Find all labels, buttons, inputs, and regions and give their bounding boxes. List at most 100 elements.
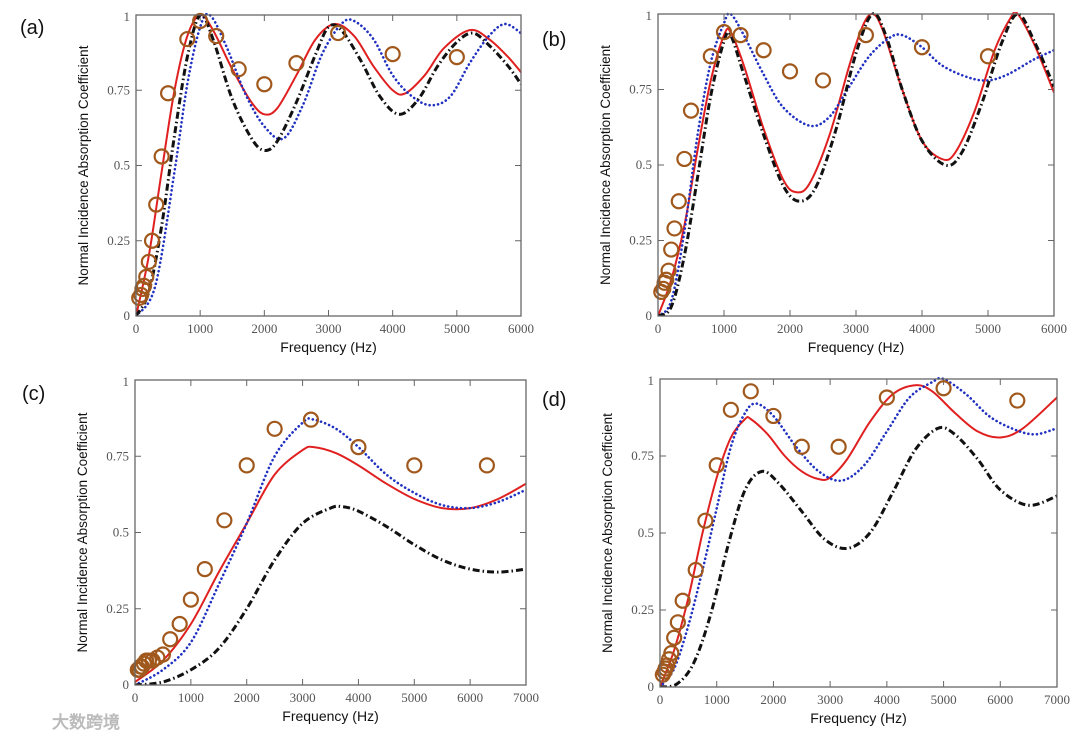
y-tick-label: 0	[646, 308, 653, 323]
panel-label: (b)	[542, 29, 566, 51]
y-axis-label: Normal Incidence Absorption Coefficient	[600, 413, 615, 653]
x-tick-label: 1000	[704, 692, 730, 707]
y-tick-label: 0.5	[114, 158, 130, 173]
panel-label: (c)	[22, 383, 45, 405]
plot-area	[658, 12, 1054, 316]
series-line-red-solid	[660, 384, 1057, 687]
measured-data-point	[674, 592, 691, 609]
measured-data-point	[669, 614, 686, 631]
measured-data-point	[256, 76, 273, 93]
measured-data-point	[979, 48, 997, 65]
measured-data-point	[448, 49, 465, 66]
series-line-black-dashdot	[135, 504, 526, 685]
x-axis-label: Frequency (Hz)	[810, 710, 906, 726]
panel-label: (a)	[20, 17, 44, 39]
measured-data-point	[406, 457, 423, 474]
measured-data-point	[682, 102, 700, 119]
measured-data-point	[722, 401, 739, 418]
y-tick-label: 0.25	[631, 602, 654, 617]
y-tick-label: 0.75	[106, 448, 129, 463]
y-axis-label: Normal Incidence Absorption Coefficient	[598, 45, 613, 285]
chart-panel-a: (a) 0 1000 2000 3000 4000 5000 6000 0 0.25 0.5 0.75…	[20, 9, 534, 355]
x-tick-label: 2000	[234, 690, 260, 705]
measured-data-point	[697, 512, 714, 529]
x-tick-label: 0	[133, 321, 140, 336]
measured-data-point	[266, 420, 283, 437]
measured-data-point	[878, 389, 895, 406]
series-line-blue-dotted	[136, 13, 521, 316]
measured-data-point	[708, 457, 725, 474]
y-tick-label: 1	[123, 374, 130, 389]
measured-data-point	[171, 615, 188, 633]
y-tick-label: 0.75	[631, 448, 654, 463]
x-tick-label: 6000	[987, 692, 1013, 707]
measured-data-point	[732, 27, 749, 44]
measured-data-point	[478, 457, 495, 474]
series-line-red-solid	[135, 445, 526, 683]
y-tick-label: 0.5	[638, 525, 654, 540]
x-tick-label: 5000	[444, 321, 470, 336]
x-tick-label: 5000	[401, 690, 427, 705]
x-tick-label: 0	[132, 690, 139, 705]
y-tick-label: 0	[124, 308, 131, 323]
y-tick-label: 0.25	[629, 233, 652, 248]
measured-data-point	[742, 383, 759, 400]
measured-data-point	[238, 457, 255, 474]
measured-data-point	[154, 646, 172, 663]
series-line-blue-dotted	[660, 377, 1057, 687]
measured-data-point	[663, 241, 680, 258]
measured-data-point	[208, 27, 225, 45]
chart-panel-c: (c) 0 1000 2000 3000 4000 5000 6000 7000 0 0.25 0.5…	[22, 374, 539, 724]
series-line-blue-dotted	[135, 417, 526, 685]
series-line-black-dashdot	[658, 12, 1054, 316]
x-tick-label: 0	[657, 692, 664, 707]
measured-data-point	[135, 277, 153, 294]
measured-data-point	[715, 24, 733, 41]
x-tick-label: 4000	[345, 690, 371, 705]
y-tick-label: 0.5	[636, 157, 652, 172]
measured-data-point	[666, 629, 683, 646]
measured-data-point	[935, 380, 952, 397]
measured-data-point	[350, 439, 367, 456]
x-tick-label: 3000	[817, 692, 843, 707]
plot-area	[136, 13, 521, 316]
x-tick-label: 6000	[508, 321, 534, 336]
measured-data-point	[288, 55, 305, 72]
x-tick-label: 4000	[380, 321, 406, 336]
x-tick-label: 1000	[187, 321, 213, 336]
series-line-blue-dotted	[658, 12, 1054, 316]
measured-data-point	[302, 411, 320, 428]
chart-panel-d: (d) 0 1000 2000 3000 4000 5000 6000 7000 0 0.25 0.5…	[542, 373, 1070, 726]
x-tick-label: 7000	[513, 690, 539, 705]
measured-data-point	[663, 645, 680, 662]
measured-data-point	[658, 271, 675, 288]
measured-data-point	[159, 85, 177, 102]
x-tick-label: 6000	[1041, 321, 1067, 336]
measured-data-point	[140, 253, 157, 270]
plot-frame	[659, 378, 1058, 688]
chart-panel-b: (b) 0 1000 2000 3000 4000 5000 6000 0 0.25 0.5 0.75…	[542, 8, 1067, 355]
y-tick-label: 0.75	[629, 82, 652, 97]
measured-data-point	[1009, 392, 1026, 409]
measured-data-point	[666, 220, 683, 237]
measured-data-point	[765, 407, 782, 425]
measured-data-point	[230, 61, 247, 78]
measured-data-point	[655, 280, 672, 297]
x-tick-label: 2000	[777, 321, 803, 336]
y-tick-label: 0.5	[113, 525, 129, 540]
series-line-black-dashdot	[136, 13, 521, 316]
measured-data-point	[216, 512, 233, 529]
y-tick-label: 0	[648, 679, 655, 694]
measured-data-point	[793, 438, 810, 455]
measured-data-point	[913, 39, 931, 56]
measured-data-point	[196, 560, 213, 578]
plot-frame	[657, 13, 1055, 317]
x-tick-label: 3000	[316, 321, 342, 336]
y-axis-label: Normal Incidence Absorption Coefficient	[76, 45, 91, 285]
plot-frame	[135, 14, 522, 317]
measured-data-point	[814, 72, 832, 89]
y-tick-label: 0.75	[107, 82, 130, 97]
measured-data-point	[182, 591, 199, 608]
measured-data-point	[330, 24, 347, 42]
measured-data-point	[133, 286, 150, 304]
